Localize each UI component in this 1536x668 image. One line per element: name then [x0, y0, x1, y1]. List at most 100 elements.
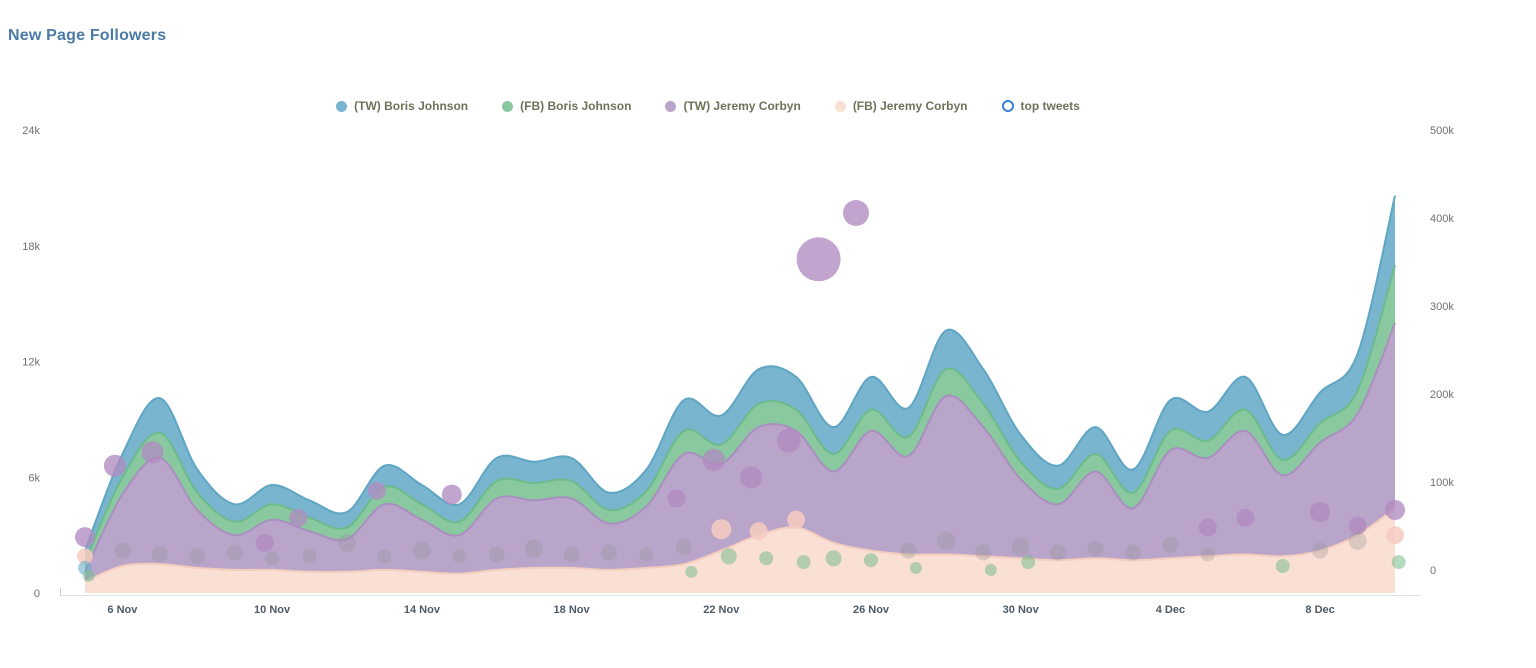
top-tweet-bubble-purple[interactable] — [1198, 518, 1217, 537]
y-axis-right-label: 500k — [1430, 125, 1454, 137]
top-tweet-bubble-gray[interactable] — [525, 539, 544, 558]
top-tweet-bubble-gray[interactable] — [114, 542, 131, 559]
top-tweet-bubble-green[interactable] — [1021, 555, 1036, 570]
top-tweet-bubble-purple[interactable] — [1385, 500, 1405, 520]
y-axis-left-label: 18k — [22, 241, 40, 253]
top-tweet-bubble-green[interactable] — [984, 563, 997, 576]
y-axis-right-label: 400k — [1430, 213, 1454, 225]
top-tweet-bubble-purple[interactable] — [255, 533, 274, 552]
top-tweet-bubble-gray[interactable] — [1348, 531, 1367, 550]
top-tweet-bubble-pink[interactable] — [787, 510, 806, 529]
chart-legend: (TW) Boris Johnson (FB) Boris Johnson (TW)… — [0, 99, 1416, 113]
top-tweet-bubble-purple[interactable] — [776, 428, 801, 453]
top-tweet-bubble-green[interactable] — [720, 548, 737, 565]
top-tweet-bubble-purple[interactable] — [843, 200, 869, 226]
top-tweet-bubble-green[interactable] — [909, 561, 922, 574]
top-tweet-bubble-purple[interactable] — [75, 527, 95, 548]
top-tweet-bubble-gray[interactable] — [1200, 547, 1215, 562]
y-axis-right-label: 0 — [1430, 565, 1436, 577]
top-tweet-bubble-green[interactable] — [759, 551, 774, 566]
legend-label: (TW) Jeremy Corbyn — [683, 99, 801, 113]
top-tweet-bubble-gray[interactable] — [151, 546, 168, 563]
top-tweet-bubble-green[interactable] — [796, 555, 811, 570]
top-tweet-bubble-green[interactable] — [864, 553, 878, 568]
x-axis-label: 26 Nov — [853, 604, 890, 616]
y-axis-left-label: 24k — [22, 125, 40, 137]
top-tweet-bubble-gray[interactable] — [265, 551, 280, 566]
top-tweet-bubble-purple[interactable] — [289, 508, 308, 527]
legend-item-fb_jeremy[interactable]: (FB) Jeremy Corbyn — [834, 99, 968, 113]
top-tweet-bubble-gray[interactable] — [601, 544, 617, 561]
y-axis-right-label: 200k — [1430, 389, 1454, 401]
legend-label: (FB) Boris Johnson — [520, 99, 632, 113]
area-tw_jeremy — [85, 322, 1395, 593]
area-top-line-tw_jeremy — [84, 322, 1396, 573]
legend-label: (TW) Boris Johnson — [354, 99, 469, 113]
top-tweet-bubble-gray[interactable] — [1011, 537, 1030, 556]
top-tweet-bubble-gray[interactable] — [189, 548, 206, 565]
top-tweet-bubble-pink[interactable] — [1386, 526, 1404, 545]
top-tweet-bubble-purple[interactable] — [367, 481, 386, 500]
top-tweet-bubble-purple[interactable] — [667, 489, 686, 508]
top-tweet-bubble-pink[interactable] — [749, 522, 768, 541]
legend-swatch-icon — [665, 100, 677, 112]
top-tweet-bubble-green[interactable] — [1391, 555, 1406, 570]
legend-item-tw_boris[interactable]: (TW) Boris Johnson — [336, 99, 468, 113]
legend-item-tw_jeremy[interactable]: (TW) Jeremy Corbyn — [665, 99, 801, 113]
top-tweet-bubble-purple[interactable] — [702, 448, 725, 471]
top-tweet-bubble-gray[interactable] — [975, 544, 992, 561]
top-tweet-bubble-purple[interactable] — [1348, 516, 1367, 535]
top-tweet-bubble-purple[interactable] — [441, 484, 462, 505]
top-tweet-bubble-gray[interactable] — [1087, 540, 1104, 557]
top-tweet-bubble-pink[interactable] — [77, 548, 93, 565]
top-tweet-bubble-gray[interactable] — [452, 549, 467, 564]
legend-label: top tweets — [1020, 99, 1080, 113]
area-top-line-fb_jeremy — [84, 507, 1396, 583]
legend-item-fb_boris[interactable]: (FB) Boris Johnson — [502, 99, 631, 113]
top-tweet-bubble-purple[interactable] — [103, 454, 126, 477]
legend-label: (FB) Jeremy Corbyn — [852, 99, 968, 113]
top-tweet-bubble-gray[interactable] — [1162, 536, 1179, 553]
top-tweet-bubble-gray[interactable] — [1125, 544, 1141, 561]
top-tweet-bubble-gray[interactable] — [226, 544, 243, 561]
area-top-line-tw_boris — [84, 195, 1396, 551]
top-tweet-bubble-gray[interactable] — [1312, 542, 1329, 559]
top-tweet-bubble-gray[interactable] — [563, 546, 580, 563]
top-tweet-bubble-gray[interactable] — [1050, 544, 1067, 561]
top-tweet-bubble-purple[interactable] — [796, 237, 841, 282]
top-tweets-ring-icon — [1001, 100, 1014, 112]
top-tweet-bubble-green[interactable] — [825, 550, 842, 567]
top-tweet-bubble-gray[interactable] — [338, 533, 356, 552]
legend-swatch-icon — [834, 100, 846, 112]
y-axis-left-label: 0 — [34, 588, 40, 600]
top-tweet-bubble-gray[interactable] — [412, 541, 431, 560]
x-axis-label: 6 Nov — [107, 604, 138, 616]
top-tweet-bubble-green[interactable] — [82, 569, 95, 582]
x-axis-label: 8 Dec — [1305, 604, 1334, 616]
top-tweet-bubble-gray[interactable] — [488, 546, 505, 563]
top-tweet-bubble-gray[interactable] — [302, 549, 317, 564]
y-axis-left-label: 12k — [22, 357, 40, 369]
legend-swatch-icon — [502, 100, 514, 112]
top-tweet-bubble-gray[interactable] — [639, 547, 654, 562]
y-axis-right-label: 300k — [1430, 301, 1454, 313]
top-tweet-bubble-gray[interactable] — [936, 531, 955, 550]
x-axis-label: 18 Nov — [554, 604, 591, 616]
top-tweet-bubble-pink[interactable] — [711, 519, 732, 540]
top-tweet-bubble-green[interactable] — [685, 565, 698, 578]
top-tweet-bubble-green[interactable] — [1275, 559, 1290, 573]
legend-swatch-icon — [336, 100, 348, 112]
x-axis-label: 30 Nov — [1003, 604, 1040, 616]
top-tweet-bubble-purple[interactable] — [740, 466, 763, 489]
top-tweet-bubble-gray[interactable] — [900, 542, 917, 559]
top-tweet-bubble-gray[interactable] — [377, 549, 392, 564]
legend-item-top_tweets[interactable]: top tweets — [1001, 99, 1080, 113]
top-tweet-bubble-purple[interactable] — [1236, 508, 1255, 527]
top-tweet-bubble-purple[interactable] — [141, 441, 164, 464]
top-tweet-bubble-gray[interactable] — [675, 538, 692, 555]
x-axis-label: 22 Nov — [703, 604, 740, 616]
x-axis-label: 14 Nov — [404, 604, 441, 616]
top-tweet-bubble-purple[interactable] — [1310, 502, 1331, 522]
